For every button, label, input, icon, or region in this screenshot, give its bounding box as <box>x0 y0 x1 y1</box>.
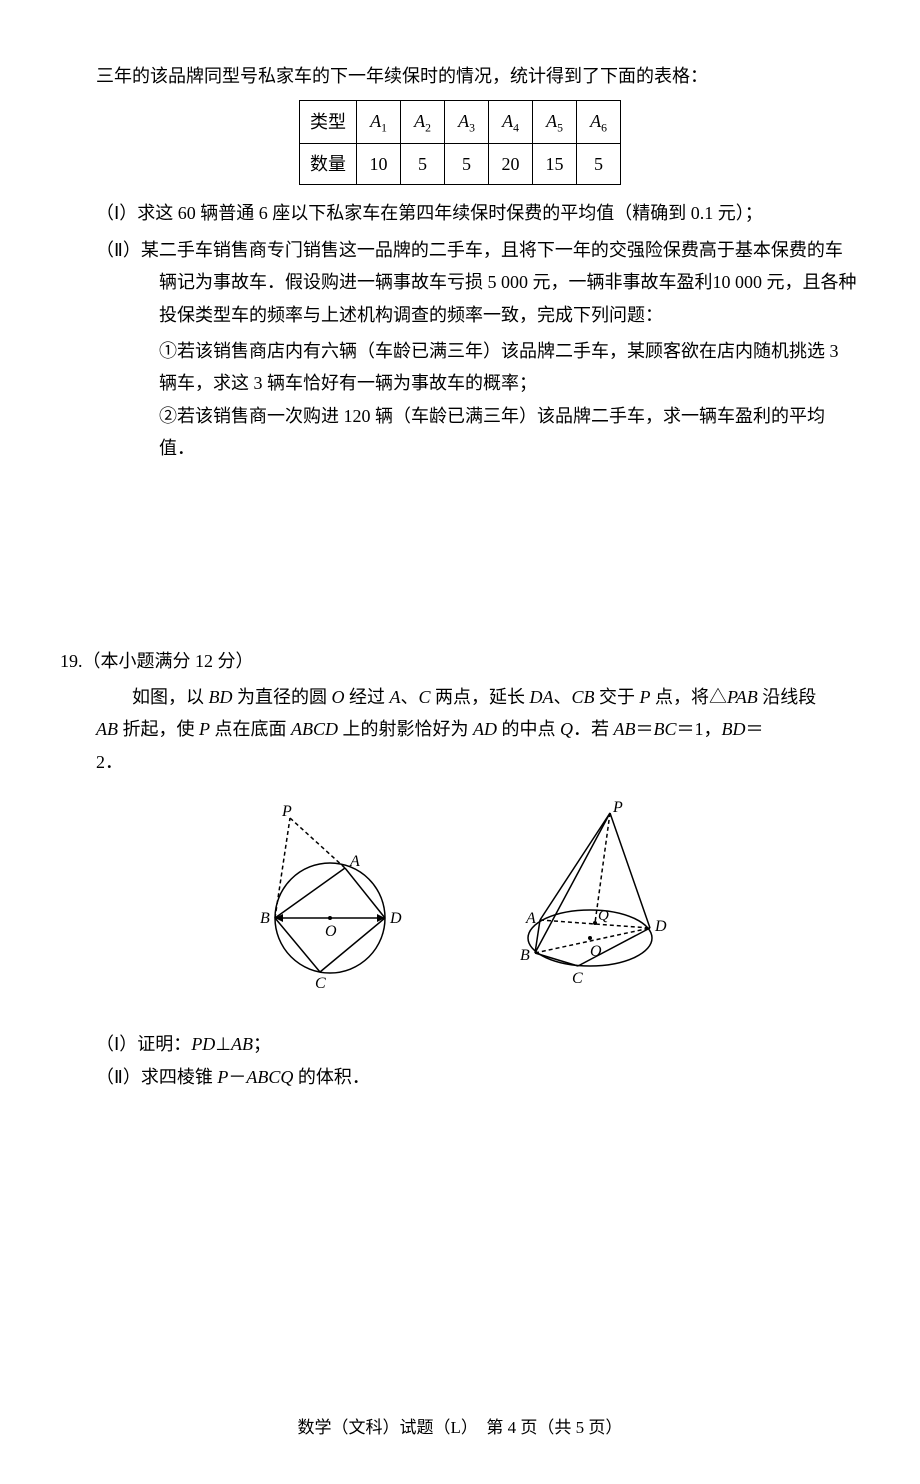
svg-text:A: A <box>525 910 536 927</box>
col-header: A3 <box>445 101 489 144</box>
q19-header: 19.（本小题满分 12 分） <box>60 645 860 677</box>
col-header: A1 <box>357 101 401 144</box>
svg-text:D: D <box>654 918 667 935</box>
figure-left: P A B D C O <box>230 798 430 988</box>
cell-value: 5 <box>577 144 621 185</box>
svg-text:P: P <box>281 803 292 820</box>
svg-text:B: B <box>260 910 270 927</box>
svg-text:P: P <box>612 799 623 816</box>
svg-text:C: C <box>315 975 326 988</box>
cell-value: 5 <box>401 144 445 185</box>
svg-text:Q: Q <box>598 908 609 924</box>
question-part-2-sub1: ①若该销售商店内有六辆（车龄已满三年）该品牌二手车，某顾客欲在店内随机挑选 3 … <box>159 335 860 400</box>
q19-body: 如图，以 BD 为直径的圆 O 经过 A、C 两点，延长 DA、CB 交于 P … <box>60 681 860 778</box>
header-label: 类型 <box>300 101 357 144</box>
svg-text:A: A <box>349 853 360 870</box>
cell-value: 5 <box>445 144 489 185</box>
cell-value: 15 <box>533 144 577 185</box>
table-row: 类型 A1 A2 A3 A4 A5 A6 <box>300 101 621 144</box>
data-table: 类型 A1 A2 A3 A4 A5 A6 数量 10 5 5 20 15 5 <box>299 100 621 185</box>
svg-text:O: O <box>590 943 602 960</box>
question-part-2: （Ⅱ）某二手车销售商专门销售这一品牌的二手车，且将下一年的交强险保费高于基本保费… <box>123 234 860 331</box>
col-header: A5 <box>533 101 577 144</box>
cell-value: 20 <box>489 144 533 185</box>
svg-text:B: B <box>520 947 530 964</box>
svg-text:O: O <box>325 923 337 940</box>
table-row: 数量 10 5 5 20 15 5 <box>300 144 621 185</box>
cell-value: 10 <box>357 144 401 185</box>
svg-text:D: D <box>389 910 402 927</box>
question-part-2-sub2: ②若该销售商一次购进 120 辆（车龄已满三年）该品牌二手车，求一辆车盈利的平均… <box>159 400 860 465</box>
col-header: A6 <box>577 101 621 144</box>
q19-sub1: （Ⅰ）证明：PD⊥AB； <box>60 1028 860 1060</box>
col-header: A2 <box>401 101 445 144</box>
figures-container: P A B D C O P A B D C O Q <box>60 798 860 1008</box>
question-part-1: （Ⅰ）求这 60 辆普通 6 座以下私家车在第四年续保时保费的平均值（精确到 0… <box>123 197 860 229</box>
figure-right: P A B D C O Q <box>490 798 690 1008</box>
intro-text: 三年的该品牌同型号私家车的下一年续保时的情况，统计得到了下面的表格： <box>60 60 860 92</box>
col-header: A4 <box>489 101 533 144</box>
svg-text:C: C <box>572 970 583 987</box>
count-label: 数量 <box>300 144 357 185</box>
q19-sub2: （Ⅱ）求四棱锥 P－ABCQ 的体积． <box>60 1061 860 1093</box>
